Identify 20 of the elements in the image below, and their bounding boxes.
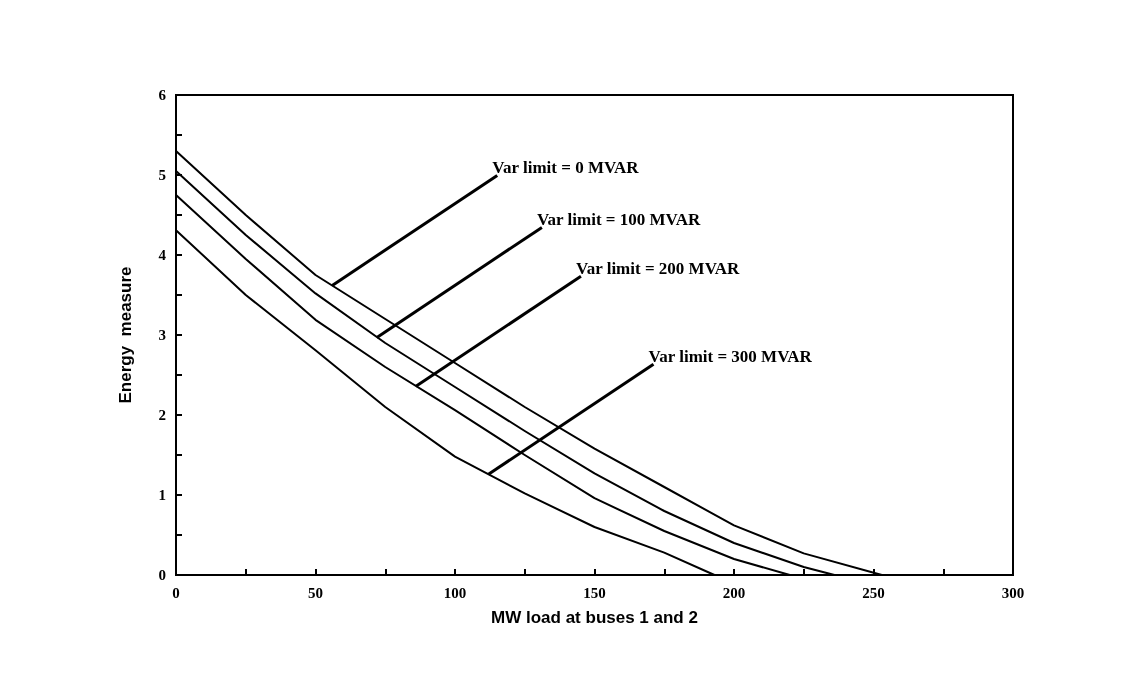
annotation: Var limit = 200 MVAR [575, 258, 740, 278]
x-tick-label: 50 [308, 584, 323, 601]
x-tick-label: 150 [583, 584, 606, 601]
y-tick-label: 3 [158, 327, 166, 343]
x-tick-label: 0 [172, 584, 180, 601]
x-tick-label: 200 [722, 584, 746, 601]
y-tick-label: 1 [158, 487, 166, 503]
x-tick-label: 300 [1001, 584, 1025, 601]
y-tick-label: 2 [158, 407, 166, 423]
y-tick-label: 6 [158, 87, 167, 103]
y-tick-label: 0 [158, 567, 166, 583]
annotation: Var limit = 100 MVAR [536, 210, 701, 230]
y-tick-label: 5 [158, 167, 166, 183]
x-tick-label: 100 [443, 584, 467, 601]
x-tick-label: 250 [862, 584, 885, 601]
y-tick-label: 4 [158, 247, 167, 263]
y-axis-title: Energy measure [116, 266, 135, 404]
annotation: Var limit = 300 MVAR [648, 346, 813, 366]
annotation: Var limit = 0 MVAR [492, 158, 640, 178]
x-axis-title: MW load at buses 1 and 2 [491, 608, 698, 627]
